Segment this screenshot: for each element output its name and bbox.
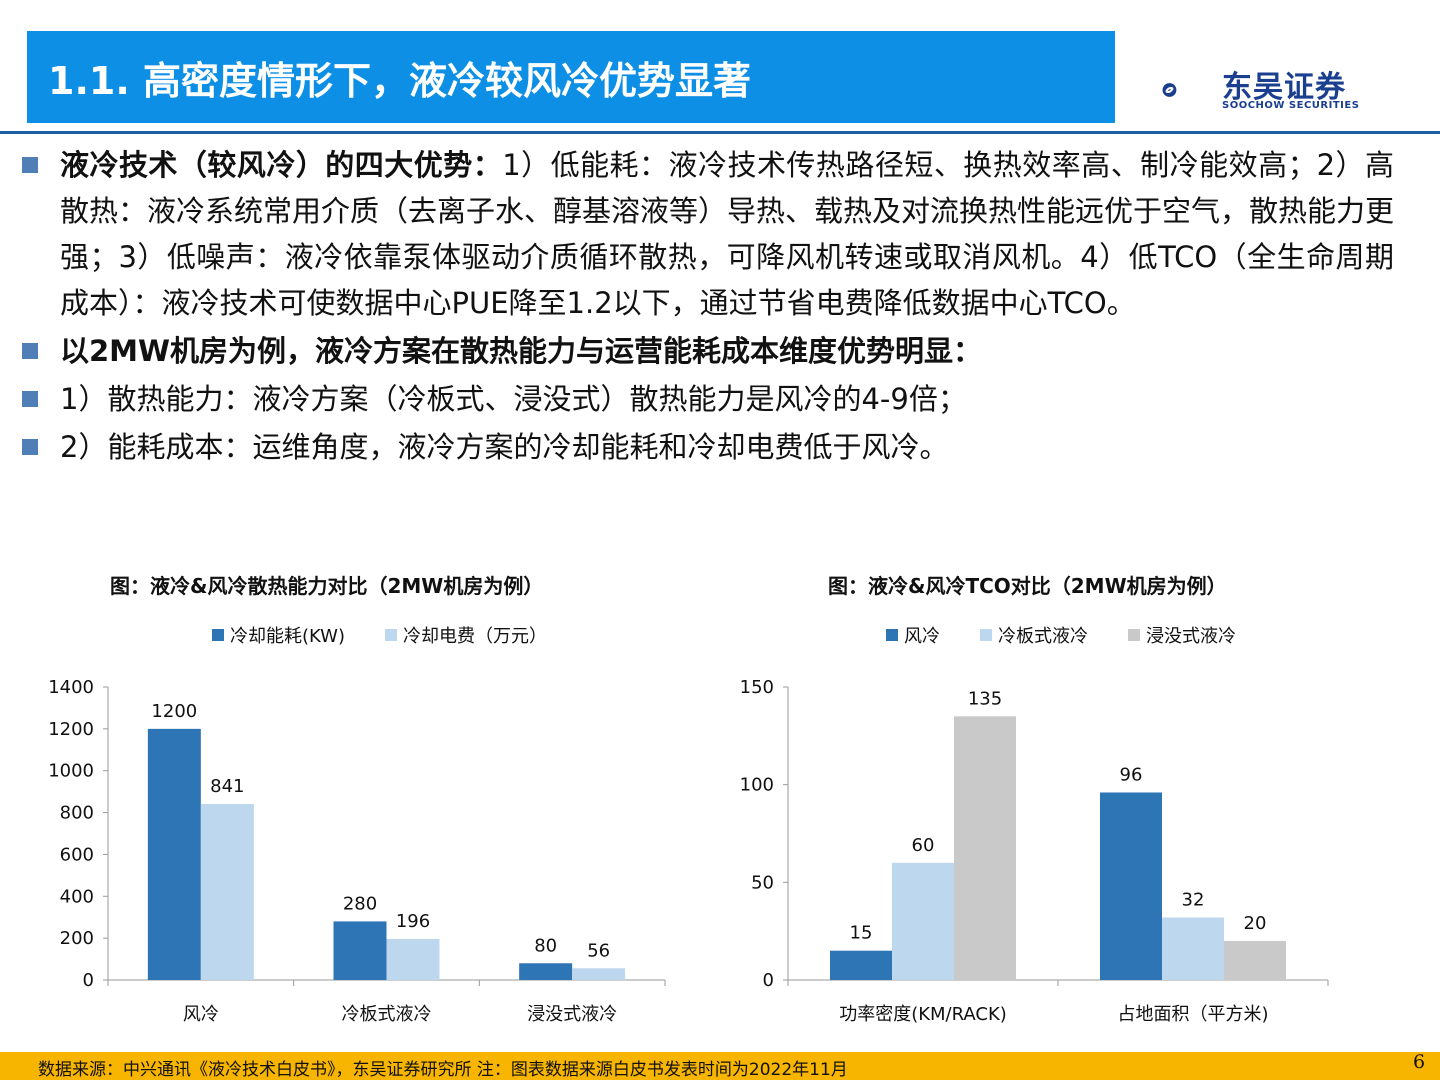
title-bar <box>27 31 1115 123</box>
y-tick-label: 800 <box>60 803 94 824</box>
bullet-list: 液冷技术（较风冷）的四大优势：1）低能耗：液冷技术传热路径短、换热效率高、制冷能… <box>16 142 1406 470</box>
chart1-legend-item: 冷却电费（万元） <box>385 622 547 648</box>
footer-bar <box>0 1052 1440 1080</box>
data-label: 196 <box>396 911 430 932</box>
bar <box>892 862 954 980</box>
bar <box>333 921 387 980</box>
legend-swatch <box>212 629 224 641</box>
y-tick-label: 400 <box>60 886 94 907</box>
data-label: 20 <box>1244 913 1267 934</box>
data-label: 32 <box>1182 889 1205 910</box>
y-tick-label: 150 <box>740 677 774 698</box>
bar <box>572 968 626 980</box>
chart1-plot: 0 200 400 600 800 1000 1200 1400 1200 841 风冷 280 196… <box>48 677 666 1025</box>
data-label: 80 <box>534 935 557 956</box>
y-tick-label: 50 <box>751 872 774 893</box>
bullet-energy-cost: 2）能耗成本：运维角度，液冷方案的冷却能耗和冷却电费低于风冷。 <box>16 424 1406 470</box>
data-label: 280 <box>343 893 377 914</box>
bullet-cooling-capacity-text: 1）散热能力：液冷方案（冷板式、浸没式）散热能力是风冷的4-9倍； <box>60 382 967 416</box>
bullet-advantages-text: 1）低能耗：液冷技术传热路径短、换热效率高、制冷能效高；2）高散热：液冷系统常用… <box>60 148 1395 320</box>
logo-name-cn: 东吴证券 <box>1222 70 1346 105</box>
header-rule <box>0 131 1440 134</box>
x-tick-label: 占地面积（平方米) <box>1117 1004 1268 1025</box>
x-tick-label: 冷板式液冷 <box>342 1004 432 1025</box>
bullet-square-icon <box>22 391 38 407</box>
legend-swatch <box>385 629 398 641</box>
x-tick-label: 风冷 <box>183 1004 219 1025</box>
data-label: 60 <box>912 835 935 856</box>
chart1-legend: 冷却能耗(KW) 冷却电费（万元） <box>212 622 587 648</box>
bar <box>954 716 1016 980</box>
y-tick-label: 0 <box>763 970 774 991</box>
chart1-title: 图：液冷&风冷散热能力对比（2MW机房为例） <box>110 574 544 598</box>
page-number: 6 <box>1413 1051 1426 1073</box>
y-tick-label: 600 <box>60 844 94 865</box>
bullet-2mw-heading: 以2MW机房为例，液冷方案在散热能力与运营能耗成本维度优势明显： <box>60 334 983 368</box>
x-tick-label: 浸没式液冷 <box>527 1004 617 1025</box>
legend-swatch <box>1128 629 1140 641</box>
page-title: 1.1. 高密度情形下，液冷较风冷优势显著 <box>48 59 751 103</box>
legend-swatch <box>886 629 898 641</box>
chart2-plot: 0 50 100 150 15 60 135 功率密度(KM/RACK) 96 32 20 占地面积（… <box>740 677 1329 1025</box>
bullet-advantages: 液冷技术（较风冷）的四大优势：1）低能耗：液冷技术传热路径短、换热效率高、制冷能… <box>16 142 1394 326</box>
bar <box>1100 792 1162 980</box>
data-label: 841 <box>210 776 244 797</box>
data-label: 135 <box>968 688 1002 709</box>
y-tick-label: 1400 <box>48 677 94 698</box>
chart2-legend-item: 风冷 <box>886 622 940 648</box>
bar <box>1224 940 1286 980</box>
y-tick-label: 200 <box>60 928 94 949</box>
chart1-legend-item: 冷却能耗(KW) <box>212 622 345 648</box>
bullet-cooling-capacity: 1）散热能力：液冷方案（冷板式、浸没式）散热能力是风冷的4-9倍； <box>16 376 1406 422</box>
legend-label: 冷却电费（万元） <box>403 626 548 647</box>
data-label: 56 <box>587 940 610 961</box>
legend-label: 风冷 <box>904 626 940 647</box>
chart2-legend-item: 浸没式液冷 <box>1128 622 1236 648</box>
bar <box>1162 917 1224 980</box>
logo-name-en: SOOCHOW SECURITIES <box>1222 100 1360 111</box>
legend-swatch <box>980 629 992 641</box>
company-logo <box>1162 83 1177 97</box>
bar <box>519 963 573 980</box>
bar <box>386 938 440 980</box>
chart2-legend-item: 冷板式液冷 <box>980 622 1088 648</box>
chart2-title: 图：液冷&风冷TCO对比（2MW机房为例） <box>828 574 1227 598</box>
y-tick-label: 1000 <box>48 761 94 782</box>
chart2-legend: 风冷 冷板式液冷 浸没式液冷 <box>886 622 1276 648</box>
y-tick-label: 0 <box>83 970 94 991</box>
bullet-square-icon <box>22 343 38 359</box>
data-label: 15 <box>850 923 873 944</box>
legend-label: 冷板式液冷 <box>998 626 1088 647</box>
bar <box>830 950 892 980</box>
y-tick-label: 100 <box>740 775 774 796</box>
legend-label: 浸没式液冷 <box>1146 626 1236 647</box>
bullet-square-icon <box>22 157 38 173</box>
bullet-advantages-heading: 液冷技术（较风冷）的四大优势： <box>60 148 503 182</box>
bullet-2mw: 以2MW机房为例，液冷方案在散热能力与运营能耗成本维度优势明显： <box>16 328 1406 374</box>
data-label: 96 <box>1120 764 1143 785</box>
x-tick-label: 功率密度(KM/RACK) <box>839 1004 1007 1025</box>
bar <box>200 803 254 980</box>
data-label: 1200 <box>151 701 197 722</box>
bullet-energy-cost-text: 2）能耗成本：运维角度，液冷方案的冷却能耗和冷却电费低于风冷。 <box>60 430 949 464</box>
bar <box>147 728 201 980</box>
legend-label: 冷却能耗(KW) <box>230 626 346 647</box>
y-tick-label: 1200 <box>48 719 94 740</box>
bullet-square-icon <box>22 439 38 455</box>
footer-source: 数据来源：中兴通讯《液冷技术白皮书》，东吴证券研究所 注：图表数据来源白皮书发表… <box>38 1060 848 1080</box>
